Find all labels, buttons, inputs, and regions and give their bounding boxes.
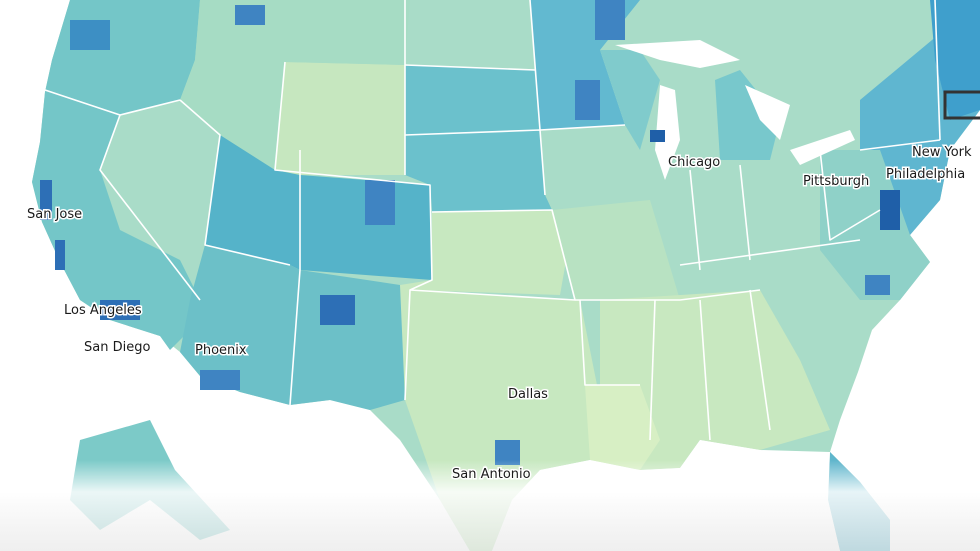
city-label: Pittsburgh (803, 174, 869, 189)
city-label: Dallas (508, 387, 548, 402)
border (699, 299, 711, 441)
hotspot (100, 300, 140, 320)
hotspot (200, 370, 240, 390)
hotspots (40, 0, 900, 465)
border (575, 289, 761, 301)
border (289, 150, 301, 406)
region-michigan (715, 70, 780, 160)
city-label: Los Angeles (64, 303, 142, 318)
border (749, 289, 771, 431)
city-label: Chicago (668, 155, 720, 170)
city-label: Phoenix (195, 343, 247, 358)
border (934, 0, 941, 141)
region-mid-atlantic (820, 150, 930, 300)
border (819, 149, 881, 241)
hotspot (650, 130, 665, 142)
lake-superior (615, 40, 740, 68)
border (179, 99, 291, 266)
bottom-fade (0, 460, 980, 551)
region-west-coast (32, 0, 200, 350)
border (649, 299, 656, 441)
city-label: San Jose (27, 207, 82, 222)
hotspot (865, 275, 890, 295)
region-idaho-montana (180, 0, 410, 170)
region-northern-plains (405, 65, 552, 212)
city-label: San Antonio (452, 467, 531, 482)
border (99, 114, 201, 301)
region-new-england (930, 0, 980, 120)
lake-huron (745, 85, 790, 140)
region-wisconsin (600, 50, 660, 150)
lake-michigan (655, 85, 680, 180)
border (679, 239, 861, 266)
border (689, 169, 701, 271)
border (404, 64, 536, 71)
border (739, 164, 751, 261)
state-borders (44, 0, 941, 441)
hotspot (40, 180, 52, 220)
city-label: Philadelphia (886, 167, 965, 182)
border (529, 0, 626, 131)
city-label: New York (912, 145, 972, 160)
region-missouri (552, 200, 680, 300)
border (579, 299, 640, 386)
hotspot (575, 80, 600, 120)
hotspot (70, 20, 110, 50)
hotspot (595, 0, 625, 40)
border (409, 209, 576, 301)
border (859, 139, 941, 151)
hotspot (880, 190, 900, 230)
hotspot (55, 240, 65, 270)
border (274, 61, 433, 401)
lake-erie (790, 130, 855, 165)
hotspot (235, 5, 265, 25)
city-labels: San Jose Los Angeles San Diego Phoenix D… (26, 144, 974, 484)
region-louisiana (585, 385, 660, 470)
border (44, 89, 181, 116)
region-wyoming (275, 62, 405, 175)
city-label: San Diego (84, 340, 150, 355)
region-rockies (205, 135, 432, 280)
hotspot (320, 295, 355, 325)
hotspot (365, 180, 395, 225)
highlight-box (943, 90, 980, 120)
